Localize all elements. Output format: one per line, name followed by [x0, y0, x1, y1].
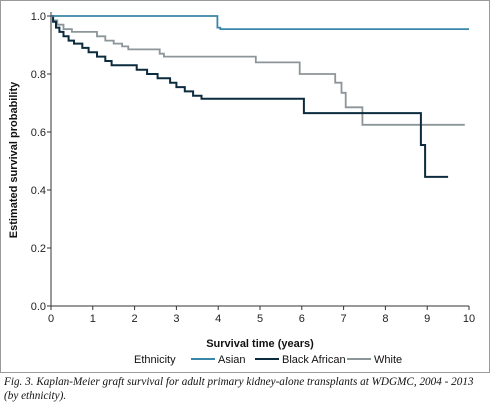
- x-tick-label: 6: [299, 313, 305, 325]
- y-tick-label: 0.6: [31, 127, 46, 139]
- series-line-1: [51, 15, 449, 178]
- legend-label-0: Asian: [218, 354, 246, 366]
- x-tick-label: 4: [215, 313, 221, 325]
- series-line-0: [51, 15, 469, 31]
- axes: 0 1 2 3 4 5 6 7 8 9 10 0.0 0.2 0.4 0.6 0.8 1.0: [31, 11, 475, 325]
- x-axis-title: Survival time (years): [206, 338, 314, 350]
- legend: Ethnicity Asian Black African White: [134, 354, 402, 366]
- x-tick-label: 5: [257, 313, 263, 325]
- x-tick-label: 0: [48, 313, 54, 325]
- x-tick-label: 3: [173, 313, 179, 325]
- legend-label-1: Black African: [282, 354, 346, 366]
- x-tick-label: 9: [424, 313, 430, 325]
- y-tick-label: 0.4: [31, 185, 46, 197]
- y-tick-label: 1.0: [31, 11, 46, 23]
- y-axis-title: Estimated survival probability: [8, 81, 20, 238]
- legend-title: Ethnicity: [134, 354, 176, 366]
- km-survival-chart: 0 1 2 3 4 5 6 7 8 9 10 0.0 0.2 0.4 0.6 0.8 1.0 Survival …: [8, 11, 475, 366]
- figure-caption: Fig. 3. Kaplan-Meier graft survival for …: [4, 376, 474, 402]
- x-tick-label: 10: [463, 313, 475, 325]
- x-tick-label: 7: [341, 313, 347, 325]
- legend-label-2: White: [374, 354, 402, 366]
- y-tick-label: 0.8: [31, 69, 46, 81]
- y-tick-label: 0.2: [31, 243, 46, 255]
- series-lines: [51, 15, 469, 178]
- x-tick-label: 2: [132, 313, 138, 325]
- figure-frame: [0, 0, 490, 373]
- x-tick-label: 1: [90, 313, 96, 325]
- y-tick-label: 0.0: [31, 301, 46, 313]
- x-tick-label: 8: [382, 313, 388, 325]
- series-line-2: [51, 15, 465, 126]
